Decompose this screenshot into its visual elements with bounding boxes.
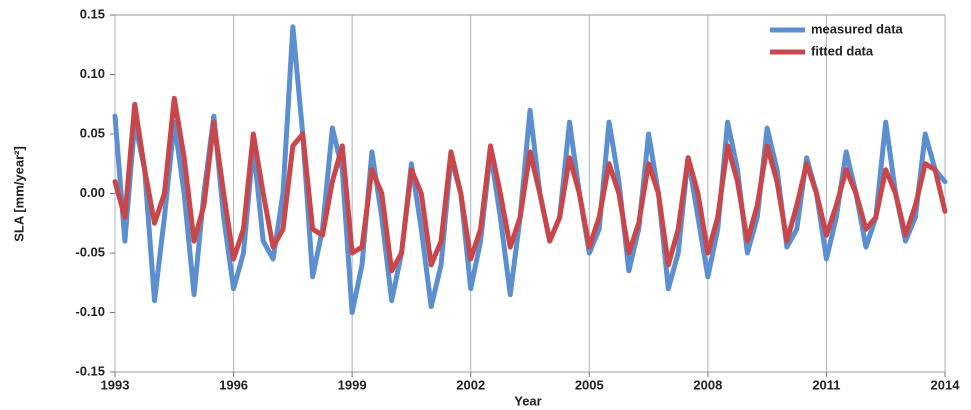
data-line <box>112 24 948 315</box>
y-tick-label: 0.00 <box>80 185 105 200</box>
legend-label: fitted data <box>811 43 874 58</box>
y-tick-label: -0.10 <box>75 304 105 319</box>
x-tick-label: 2005 <box>575 377 604 392</box>
x-tick-label: 2014 <box>931 377 961 392</box>
data-line <box>112 95 948 274</box>
x-tick-label: 1996 <box>219 377 248 392</box>
y-axis-label: SLA [mm/year²] <box>11 146 26 242</box>
x-axis-label: Year <box>514 393 541 408</box>
y-tick-label: 0.15 <box>80 6 105 21</box>
x-tick-label: 2002 <box>456 377 485 392</box>
y-tick-label: -0.15 <box>75 363 105 378</box>
x-tick-label: 1993 <box>101 377 130 392</box>
y-tick-label: -0.05 <box>75 244 105 259</box>
x-tick-label: 2011 <box>812 377 840 392</box>
y-tick-label: 0.10 <box>80 66 105 81</box>
x-tick-label: 1999 <box>338 377 367 392</box>
x-tick-label: 2008 <box>693 377 722 392</box>
plot-area <box>114 14 946 373</box>
legend-label: measured data <box>811 21 904 36</box>
y-tick-label: 0.05 <box>80 125 105 140</box>
